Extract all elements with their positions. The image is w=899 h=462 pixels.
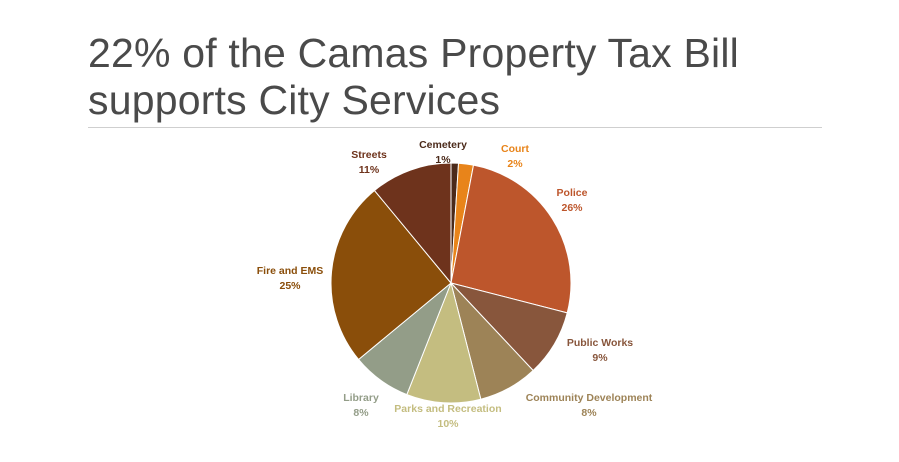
title-divider — [88, 127, 822, 128]
slice-percent-label: 8% — [353, 407, 369, 419]
slice-name-label: Parks and Recreation — [394, 403, 501, 415]
slice-percent-label: 1% — [435, 154, 451, 166]
slice-name-label: Public Works — [567, 337, 633, 349]
slice-name-label: Police — [557, 187, 588, 199]
pie-slice-parks-and-recreation — [406, 281, 482, 404]
slice-name-label: Court — [501, 143, 529, 155]
slide-title-line-2: supports City Services — [88, 77, 501, 123]
slice-percent-label: 8% — [581, 407, 597, 419]
data-label-community-development: Community Development 8% — [526, 392, 653, 419]
slide-title: 22% of the Camas Property Tax Bill suppo… — [88, 30, 848, 124]
slice-percent-label: 2% — [507, 158, 523, 170]
slide-title-line-1: 22% of the Camas Property Tax Bill — [88, 30, 739, 76]
data-label-streets: Streets 11% — [351, 149, 387, 176]
slice-percent-label: 26% — [561, 202, 583, 214]
data-label-public-works: Public Works 9% — [567, 337, 633, 364]
pie-slice-fire-and-ems — [330, 189, 452, 361]
data-label-court: Court 2% — [501, 143, 529, 170]
slice-percent-label: 9% — [592, 352, 608, 364]
data-label-police: Police 26% — [557, 187, 588, 214]
pie-slice-streets — [373, 162, 452, 285]
slice-name-label: Streets — [351, 149, 387, 161]
slice-name-label: Community Development — [526, 392, 653, 404]
slice-name-label: Fire and EMS — [257, 265, 324, 277]
data-label-parks-and-recreation: Parks and Recreation 10% — [394, 403, 501, 430]
slice-percent-label: 11% — [359, 164, 380, 176]
slice-percent-label: 10% — [437, 418, 459, 430]
slice-name-label: Cemetery — [419, 139, 467, 151]
data-label-fire-and-ems: Fire and EMS 25% — [257, 265, 324, 292]
slice-name-label: Library — [343, 392, 379, 404]
data-label-library: Library 8% — [343, 392, 379, 419]
pie-slice-police — [450, 164, 572, 314]
data-label-cemetery: Cemetery 1% — [419, 139, 467, 166]
slice-percent-label: 25% — [279, 280, 301, 292]
